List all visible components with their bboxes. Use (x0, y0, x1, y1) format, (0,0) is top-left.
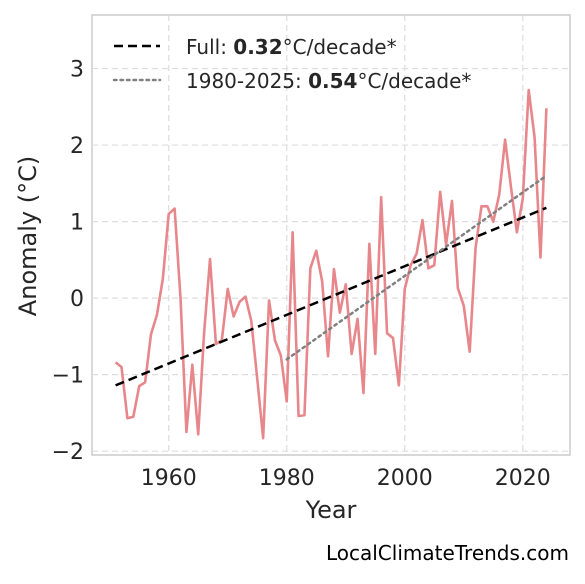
y-tick-label: 3 (70, 58, 84, 83)
legend-recent-value: 0.54 (308, 69, 357, 93)
legend-recent-suffix: °C/decade* (357, 69, 471, 93)
y-tick-label: 2 (70, 134, 84, 159)
y-tick-label: −1 (52, 364, 84, 389)
x-tick-label: 1980 (259, 466, 315, 491)
legend-full-value: 0.32 (233, 35, 282, 59)
anomaly-series-line (114, 88, 548, 440)
x-axis-title: Year (305, 496, 357, 524)
series-layer (114, 88, 548, 440)
plot-frame (91, 14, 571, 456)
y-tick-label: 0 (70, 287, 84, 312)
site-credit: LocalClimateTrends.com (326, 541, 569, 565)
x-tick-label: 2020 (495, 466, 551, 491)
legend-full-prefix: Full: (186, 35, 233, 59)
legend-entry-full: Full: 0.32°C/decade* (186, 35, 397, 59)
x-tick-label: 1960 (141, 466, 197, 491)
legend: Full: 0.32°C/decade* 1980-2025: 0.54°C/d… (112, 35, 471, 93)
y-axis-title: Anomaly (°C) (14, 156, 42, 316)
x-tick-label: 2000 (377, 466, 433, 491)
legend-recent-prefix: 1980-2025: (186, 69, 308, 93)
legend-full-suffix: °C/decade* (283, 35, 397, 59)
y-tick-label: 1 (70, 211, 84, 236)
trend-line-full (115, 206, 547, 387)
grid (92, 15, 570, 455)
y-tick-label: −2 (52, 440, 84, 465)
tick-labels: 1960 1980 2000 2020 −2 −1 0 1 2 3 (52, 58, 551, 491)
legend-entry-recent: 1980-2025: 0.54°C/decade* (186, 69, 471, 93)
trend-line-1980-2025 (285, 174, 548, 361)
